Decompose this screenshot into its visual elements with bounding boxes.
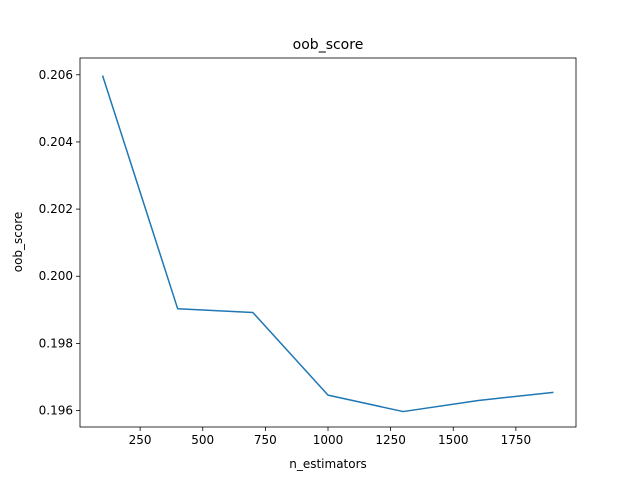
x-tick-label: 500 (191, 433, 214, 447)
y-tick-label: 0.198 (39, 336, 73, 350)
x-axis: 250 500 750 1000 1250 1500 1750 (129, 427, 531, 447)
x-tick-label: 250 (129, 433, 152, 447)
x-tick-label: 1750 (501, 433, 532, 447)
y-axis: 0.196 0.198 0.200 0.202 0.204 0.206 (39, 68, 80, 418)
x-tick-label: 1000 (313, 433, 344, 447)
x-tick-label: 1250 (375, 433, 406, 447)
plot-frame (79, 57, 577, 428)
y-tick-label: 0.202 (39, 202, 73, 216)
y-tick-label: 0.196 (39, 404, 73, 418)
chart-title: oob_score (293, 37, 364, 53)
plot-area (79, 57, 577, 428)
x-tick-label: 1500 (438, 433, 469, 447)
y-axis-label: oob_score (11, 212, 25, 273)
x-tick-label: 750 (254, 433, 277, 447)
x-axis-label: n_estimators (289, 457, 367, 471)
y-tick-label: 0.200 (39, 269, 73, 283)
series-line (101, 75, 554, 413)
y-tick-label: 0.204 (39, 135, 73, 149)
y-tick-label: 0.206 (39, 68, 73, 82)
